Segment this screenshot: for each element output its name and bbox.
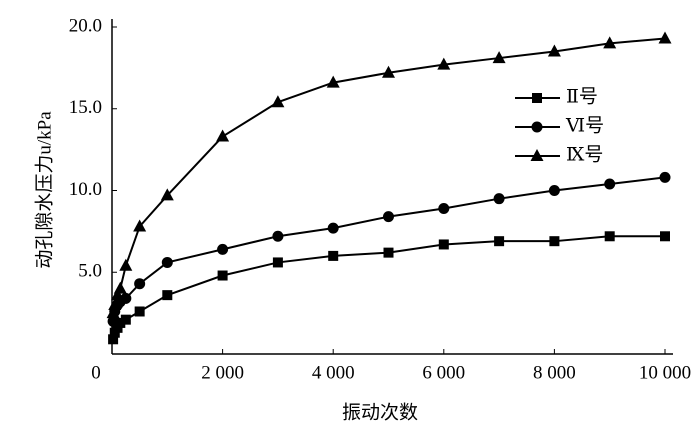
marker — [160, 188, 174, 201]
marker — [383, 247, 394, 258]
marker — [604, 178, 616, 190]
marker — [549, 236, 560, 247]
legend-marker — [532, 93, 542, 103]
marker — [437, 57, 451, 70]
marker — [111, 288, 125, 301]
marker — [108, 297, 122, 310]
x-tick-label: 4 000 — [312, 362, 355, 383]
series-line — [112, 37, 666, 314]
marker — [113, 281, 127, 294]
marker — [107, 315, 119, 327]
marker — [216, 129, 230, 142]
x-axis-label: 振动次数 — [342, 401, 418, 423]
marker — [659, 171, 671, 183]
marker — [438, 239, 449, 250]
marker — [120, 292, 132, 304]
legend-marker — [531, 121, 543, 133]
y-tick-label: 15.0 — [69, 97, 102, 118]
marker — [272, 230, 284, 242]
y-tick-label: 10.0 — [69, 179, 102, 200]
legend-marker — [530, 149, 544, 161]
legend-label: Ⅵ号 — [565, 115, 604, 136]
x-tick-label: 6 000 — [422, 362, 465, 383]
marker — [604, 231, 615, 242]
marker — [133, 219, 147, 232]
x-tick-label: 8 000 — [533, 362, 576, 383]
marker — [108, 334, 119, 345]
y-tick-label: 5.0 — [78, 261, 102, 282]
marker — [660, 231, 670, 242]
y-tick-label: 20.0 — [69, 15, 102, 36]
x-tick-label: 10 000 — [639, 362, 691, 383]
marker — [217, 243, 229, 255]
marker — [494, 236, 505, 247]
marker — [217, 270, 228, 281]
marker — [162, 290, 173, 301]
marker — [134, 278, 146, 290]
marker — [383, 211, 394, 223]
marker — [548, 185, 560, 196]
marker — [271, 95, 285, 108]
marker — [119, 258, 133, 271]
y-axis-label: 动孔隙水压力u/kPa — [33, 111, 55, 269]
marker — [106, 306, 120, 319]
marker — [326, 75, 340, 88]
marker — [547, 44, 561, 57]
marker — [120, 314, 131, 325]
marker — [492, 51, 506, 64]
marker — [134, 306, 145, 317]
marker — [327, 222, 339, 234]
marker — [272, 257, 283, 268]
marker — [328, 250, 339, 261]
marker — [382, 65, 395, 78]
marker — [493, 193, 505, 205]
marker — [603, 36, 617, 49]
marker — [161, 256, 173, 268]
legend-label: Ⅸ号 — [566, 144, 603, 165]
legend-label: Ⅱ号 — [566, 86, 598, 107]
x-tick-label: 0 — [91, 362, 101, 383]
x-tick-label: 2 000 — [201, 362, 244, 383]
marker — [658, 31, 672, 44]
marker — [438, 202, 450, 214]
marker — [115, 317, 126, 328]
